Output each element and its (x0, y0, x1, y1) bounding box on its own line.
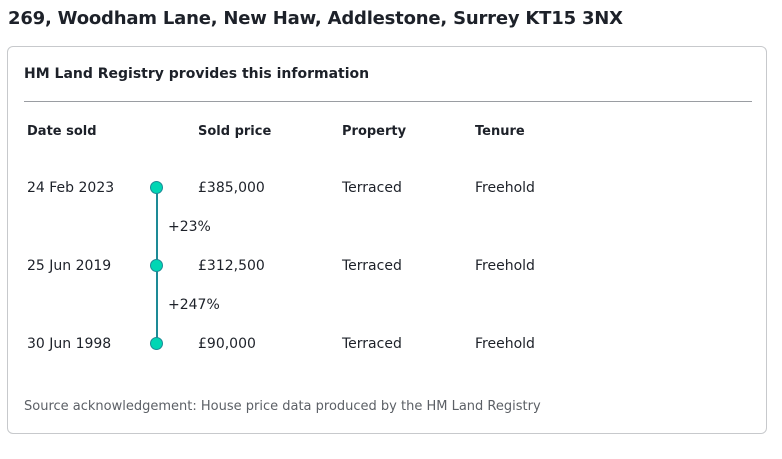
source-acknowledgement: Source acknowledgement: House price data… (24, 399, 541, 414)
property-address: 269, Woodham Lane, New Haw, Addlestone, … (8, 8, 623, 29)
sale-date: 30 Jun 1998 (27, 336, 112, 352)
timeline-dot (150, 259, 163, 272)
sale-date: 25 Jun 2019 (27, 258, 112, 274)
column-header-price: Sold price (198, 124, 272, 139)
property-type: Terraced (342, 258, 402, 274)
timeline-dot (150, 337, 163, 350)
sale-price: £312,500 (198, 258, 265, 274)
tenure: Freehold (475, 336, 535, 352)
sale-price: £90,000 (198, 336, 256, 352)
property-type: Terraced (342, 180, 402, 196)
sale-price: £385,000 (198, 180, 265, 196)
tenure: Freehold (475, 180, 535, 196)
price-change: +247% (168, 297, 220, 313)
sold-prices-card: HM Land Registry provides this informati… (7, 46, 767, 434)
divider (24, 101, 752, 102)
tenure: Freehold (475, 258, 535, 274)
column-header-tenure: Tenure (475, 124, 525, 139)
property-type: Terraced (342, 336, 402, 352)
sale-date: 24 Feb 2023 (27, 180, 115, 196)
card-title: HM Land Registry provides this informati… (24, 66, 370, 82)
column-header-property: Property (342, 124, 407, 139)
column-header-date: Date sold (27, 124, 97, 139)
price-change: +23% (168, 219, 211, 235)
timeline-dot (150, 181, 163, 194)
